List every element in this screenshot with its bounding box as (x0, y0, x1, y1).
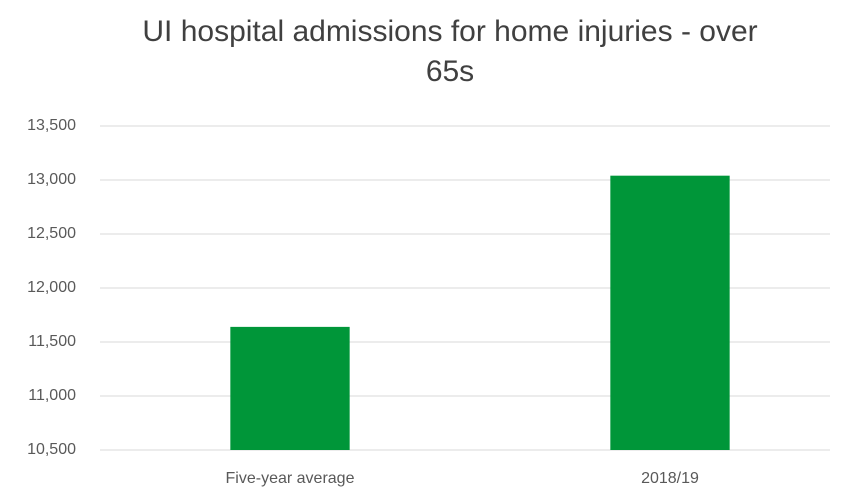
bar (610, 175, 730, 450)
bar (230, 326, 350, 450)
y-tick-label: 10,500 (27, 441, 76, 458)
chart-title: UI hospital admissions for home injuries… (142, 15, 758, 88)
x-tick-label: Five-year average (226, 470, 355, 487)
y-tick-label: 12,000 (27, 279, 76, 296)
y-tick-label: 13,000 (27, 171, 76, 188)
y-tick-label: 11,000 (28, 387, 76, 404)
y-tick-label: 12,500 (27, 225, 76, 242)
y-tick-label: 11,500 (28, 333, 76, 350)
y-tick-label: 13,500 (27, 117, 76, 134)
x-tick-label: 2018/19 (641, 470, 699, 487)
